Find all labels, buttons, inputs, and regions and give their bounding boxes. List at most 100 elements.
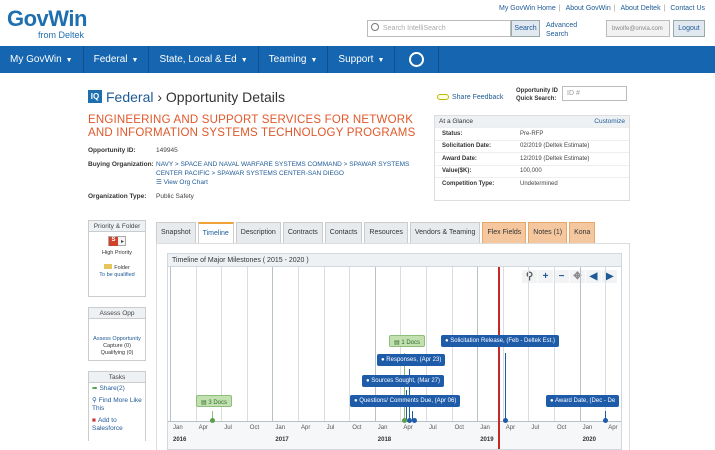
compass-icon: [409, 52, 425, 67]
folder-label: Folder: [89, 264, 145, 272]
tab-notes[interactable]: Notes (1): [528, 222, 568, 243]
timeline-body[interactable]: Jan Apr Jul Oct Jan Apr Jul Oct Jan Apr Jul Oct Jan A…: [168, 267, 621, 449]
priority-folder-box: Priority & Folder S ▸ High Priority Fold…: [88, 220, 146, 297]
glance-row-value: Value($K): 100,000: [435, 164, 629, 178]
link-about-govwin[interactable]: About GovWin: [565, 5, 611, 12]
timeline-month-label: Jul: [224, 425, 232, 431]
at-a-glance-panel: At a Glance Customize Status: Pre-RFP Sol…: [434, 115, 630, 201]
priority-letter: S: [109, 237, 118, 246]
timeline-year-label: 2019: [480, 437, 494, 443]
milestone-stem: [412, 411, 413, 420]
timeline-month-label: Jan: [377, 425, 388, 431]
timeline-gridline: [349, 267, 351, 422]
timeline-gridline: [170, 267, 171, 422]
task-add-salesforce[interactable]: ■ Add to Salesforce: [92, 417, 123, 432]
nav-federal[interactable]: Federal ▼: [84, 46, 150, 73]
nav-state-local-ed[interactable]: State, Local & Ed ▼: [149, 46, 259, 73]
nav-teaming[interactable]: Teaming ▼: [259, 46, 329, 73]
tab-snapshot[interactable]: Snapshot: [156, 222, 196, 243]
task-find-more[interactable]: ⚲ Find More Like This: [92, 397, 142, 412]
folder-link[interactable]: To be qualified: [99, 272, 135, 278]
milestone-responses[interactable]: ● Responses, (Apr 23): [377, 354, 446, 366]
assess-opp-title: Assess Opp: [89, 308, 145, 319]
govwin-logo[interactable]: GovWin: [7, 6, 87, 31]
logout-button[interactable]: Logout: [673, 20, 705, 37]
chevron-down-icon: ▼: [240, 57, 248, 64]
tab-flex-fields[interactable]: Flex Fields: [482, 222, 527, 243]
buying-org-link[interactable]: NAVY > SPACE AND NAVAL WARFARE SYSTEMS C…: [156, 161, 410, 177]
user-email-field[interactable]: bwolfe@onvia.com: [606, 20, 670, 37]
timeline-axis: Jan Apr Jul Oct Jan Apr Jul Oct Jan Apr Jul Oct Jan A…: [168, 421, 621, 449]
milestone-award-date[interactable]: ● Award Date, (Dec - De: [546, 395, 620, 407]
search-button[interactable]: Search: [511, 20, 540, 37]
timeline-month-label: Oct: [352, 425, 362, 431]
milestone-questions-due[interactable]: ● Questions/ Comments Due, (Apr 06): [350, 395, 461, 407]
tab-timeline[interactable]: Timeline: [197, 222, 234, 244]
zoom-in-button[interactable]: +: [538, 270, 553, 283]
priority-folder-title: Priority & Folder: [89, 221, 145, 232]
view-org-chart-link[interactable]: ☰ View Org Chart: [156, 179, 208, 186]
chevron-down-icon: ▼: [65, 57, 73, 64]
timeline-gridline: [246, 267, 248, 422]
timeline-gridline: [579, 267, 581, 422]
timeline-month-label: Jul: [326, 425, 335, 431]
link-about-deltek[interactable]: About Deltek: [620, 5, 661, 12]
tab-description[interactable]: Description: [235, 222, 281, 243]
chevron-down-icon: ▼: [310, 57, 318, 64]
search-input[interactable]: Search IntelliSearch: [367, 20, 511, 37]
iq-badge-icon: IQ: [88, 90, 102, 103]
nav-my-govwin[interactable]: My GovWin ▼: [0, 46, 84, 73]
breadcrumb-federal[interactable]: Federal: [106, 89, 154, 105]
zoom-search-icon[interactable]: ⚲: [522, 270, 537, 283]
milestone-docs-1[interactable]: ▤ 1 Docs: [389, 335, 426, 347]
milestone-dot: [412, 418, 417, 423]
link-contact-us[interactable]: Contact Us: [670, 5, 705, 12]
breadcrumb-separator: ›: [157, 89, 166, 105]
opportunity-tabs: Snapshot Timeline Description Contracts …: [156, 222, 597, 244]
milestone-dot: [407, 418, 412, 423]
zoom-out-button[interactable]: −: [554, 270, 569, 283]
advanced-search-link[interactable]: Advanced Search: [546, 22, 578, 38]
glance-row-competition-type: Competition Type: Undetermined: [435, 177, 629, 190]
timeline-month-label: Apr: [198, 425, 208, 431]
today-marker: [498, 267, 500, 449]
org-type-value: Public Safety: [156, 193, 194, 200]
milestone-solicitation-release[interactable]: ● Solicitation Release, (Feb - Deltek Es…: [441, 335, 560, 347]
search-icon: [371, 23, 379, 31]
chevron-down-icon: ▼: [377, 57, 385, 64]
timeline-month-label: Jan: [582, 425, 593, 431]
scroll-left-button[interactable]: ◀: [586, 270, 601, 283]
milestone-stem: [212, 411, 213, 420]
opp-id-input[interactable]: ID #: [562, 86, 627, 101]
timeline-year-label: 2020: [582, 437, 596, 443]
nav-support[interactable]: Support ▼: [328, 46, 396, 73]
timeline-year-label: 2017: [275, 437, 289, 443]
assess-opportunity-link[interactable]: Assess Opportunity: [93, 336, 141, 342]
logo-subtitle: from Deltek: [38, 30, 85, 40]
buying-org-label: Buying Organization:: [88, 161, 154, 168]
timeline-gridline: [272, 267, 274, 422]
share-icon: ➦: [92, 385, 98, 392]
move-icon[interactable]: ✥: [570, 270, 585, 283]
timeline-month-label: Jan: [173, 425, 183, 431]
share-feedback-link[interactable]: Share Feedback: [437, 94, 503, 101]
tab-vendors-teaming[interactable]: Vendors & Teaming: [409, 222, 481, 243]
timeline-gridline: [426, 267, 427, 422]
timeline-month-label: Oct: [249, 425, 260, 431]
milestone-docs-3[interactable]: ▤ 3 Docs: [196, 395, 233, 407]
tab-contracts[interactable]: Contracts: [282, 222, 323, 243]
task-share[interactable]: ➦ Share(2): [92, 385, 125, 392]
nav-circle-button[interactable]: [395, 46, 440, 73]
customize-link[interactable]: Customize: [594, 118, 625, 125]
tab-contacts[interactable]: Contacts: [324, 222, 363, 243]
qualifying-count: Qualifying (0): [100, 350, 134, 356]
tab-kona[interactable]: Kona: [569, 222, 596, 243]
timeline-month-label: Jul: [429, 425, 437, 431]
chevron-down-icon: ▼: [131, 57, 139, 64]
link-my-govwin-home[interactable]: My GovWin Home: [499, 5, 556, 12]
milestone-sources-sought[interactable]: ● Sources Sought, (Mar 27): [362, 375, 444, 387]
priority-dropdown[interactable]: S ▸: [108, 236, 126, 246]
milestone-stem: [409, 369, 410, 420]
tab-resources[interactable]: Resources: [364, 222, 408, 243]
opp-id-value: 149945: [156, 147, 178, 154]
